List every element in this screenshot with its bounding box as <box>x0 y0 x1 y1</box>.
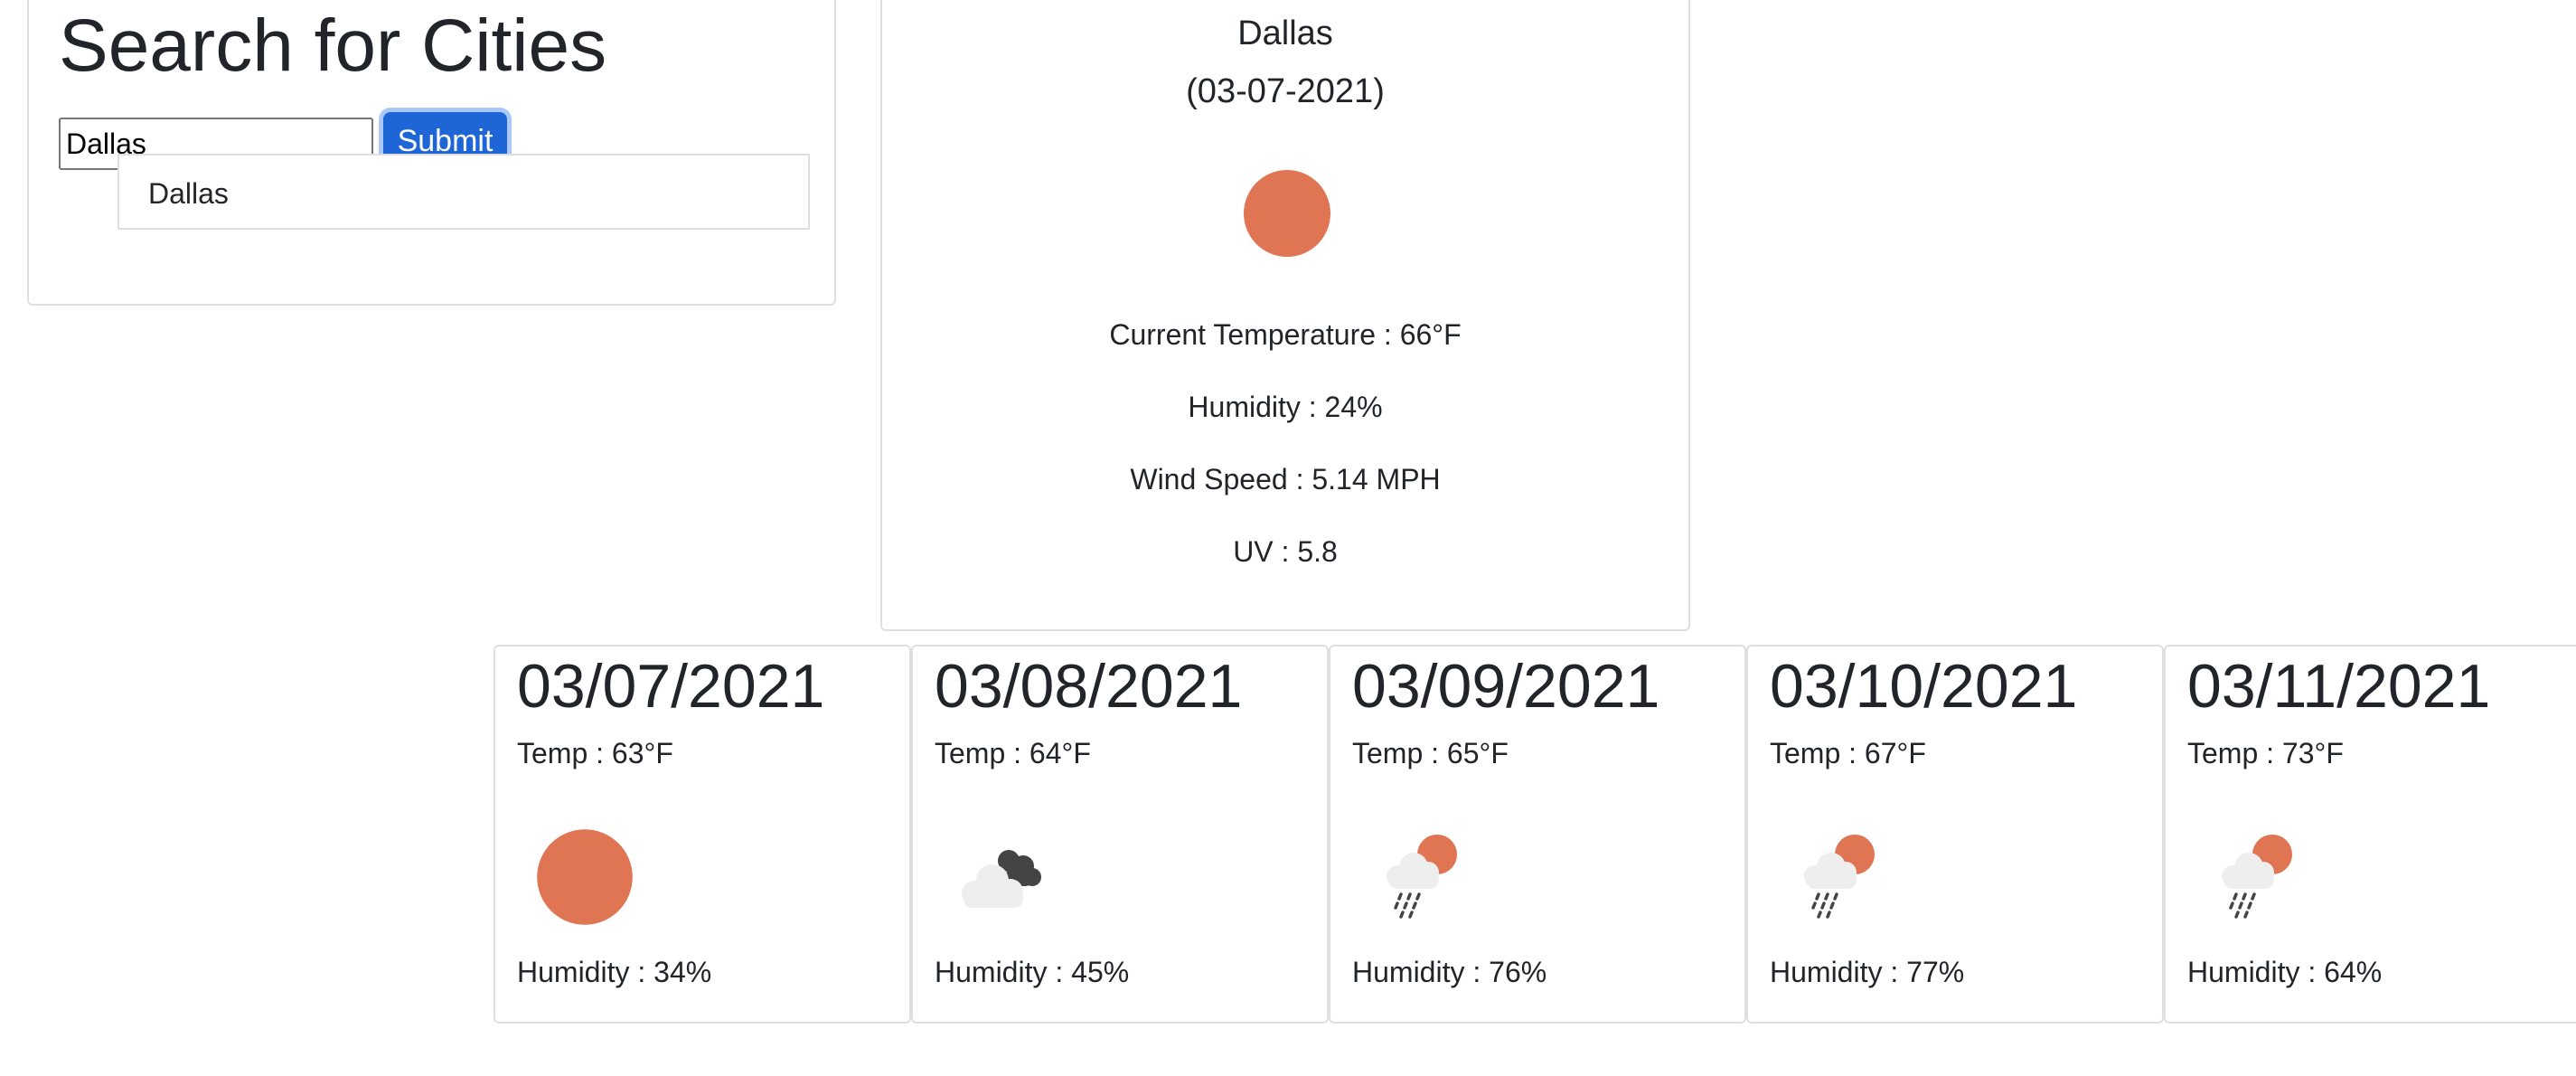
forecast-temp: Temp : 64°F <box>935 737 1091 769</box>
forecast-card: 03/09/2021 Temp : 65°F Humidity : 76% <box>1329 645 1746 1024</box>
search-history-item[interactable]: Dallas <box>148 177 229 210</box>
current-uv-index: UV : 5.8 <box>1233 535 1338 568</box>
forecast-humidity: Humidity : 64% <box>2187 956 2383 988</box>
forecast-date: 03/07/2021 <box>517 652 825 721</box>
forecast-humidity: Humidity : 45% <box>935 956 1130 988</box>
search-title: Search for Cities <box>59 5 607 87</box>
forecast-temp: Temp : 67°F <box>1770 737 1926 769</box>
forecast-date: 03/10/2021 <box>1770 652 2078 721</box>
search-history-list: Dallas <box>118 154 810 230</box>
forecast-date: 03/11/2021 <box>2187 652 2491 721</box>
forecast-card: 03/10/2021 Temp : 67°F Humidity : 77% <box>1746 645 2164 1024</box>
forecast-humidity: Humidity : 76% <box>1352 956 1547 988</box>
forecast-date: 03/09/2021 <box>1352 652 1660 721</box>
current-weather-card: Dallas (03-07-2021) Current Temperature … <box>880 0 1690 631</box>
forecast-card: 03/11/2021 Temp : 73°F Humidity : 64% <box>2164 645 2576 1024</box>
current-city-name: Dallas <box>1237 14 1333 52</box>
cloudy-icon <box>953 827 1052 927</box>
current-temperature: Current Temperature : 66°F <box>1109 318 1462 351</box>
sun-icon <box>1242 168 1332 259</box>
forecast-humidity: Humidity : 34% <box>517 956 712 988</box>
forecast-temp: Temp : 73°F <box>2187 737 2344 769</box>
current-wind-speed: Wind Speed : 5.14 MPH <box>1130 463 1441 496</box>
search-card: Search for Cities Submit Dallas <box>27 0 836 306</box>
forecast-card: 03/08/2021 Temp : 64°F Humidity : 45% <box>911 645 1329 1024</box>
city-search-input[interactable] <box>59 118 373 170</box>
sun-rain-icon <box>1370 827 1470 927</box>
current-date: (03-07-2021) <box>1186 72 1385 110</box>
forecast-card: 03/07/2021 Temp : 63°F Humidity : 34% <box>494 645 911 1024</box>
sun-rain-icon <box>1788 827 1887 927</box>
forecast-temp: Temp : 63°F <box>517 737 673 769</box>
sun-rain-icon <box>2205 827 2305 927</box>
forecast-temp: Temp : 65°F <box>1352 737 1509 769</box>
forecast-humidity: Humidity : 77% <box>1770 956 1965 988</box>
sun-icon <box>535 827 635 927</box>
forecast-date: 03/08/2021 <box>935 652 1243 721</box>
current-humidity: Humidity : 24% <box>1188 391 1383 423</box>
